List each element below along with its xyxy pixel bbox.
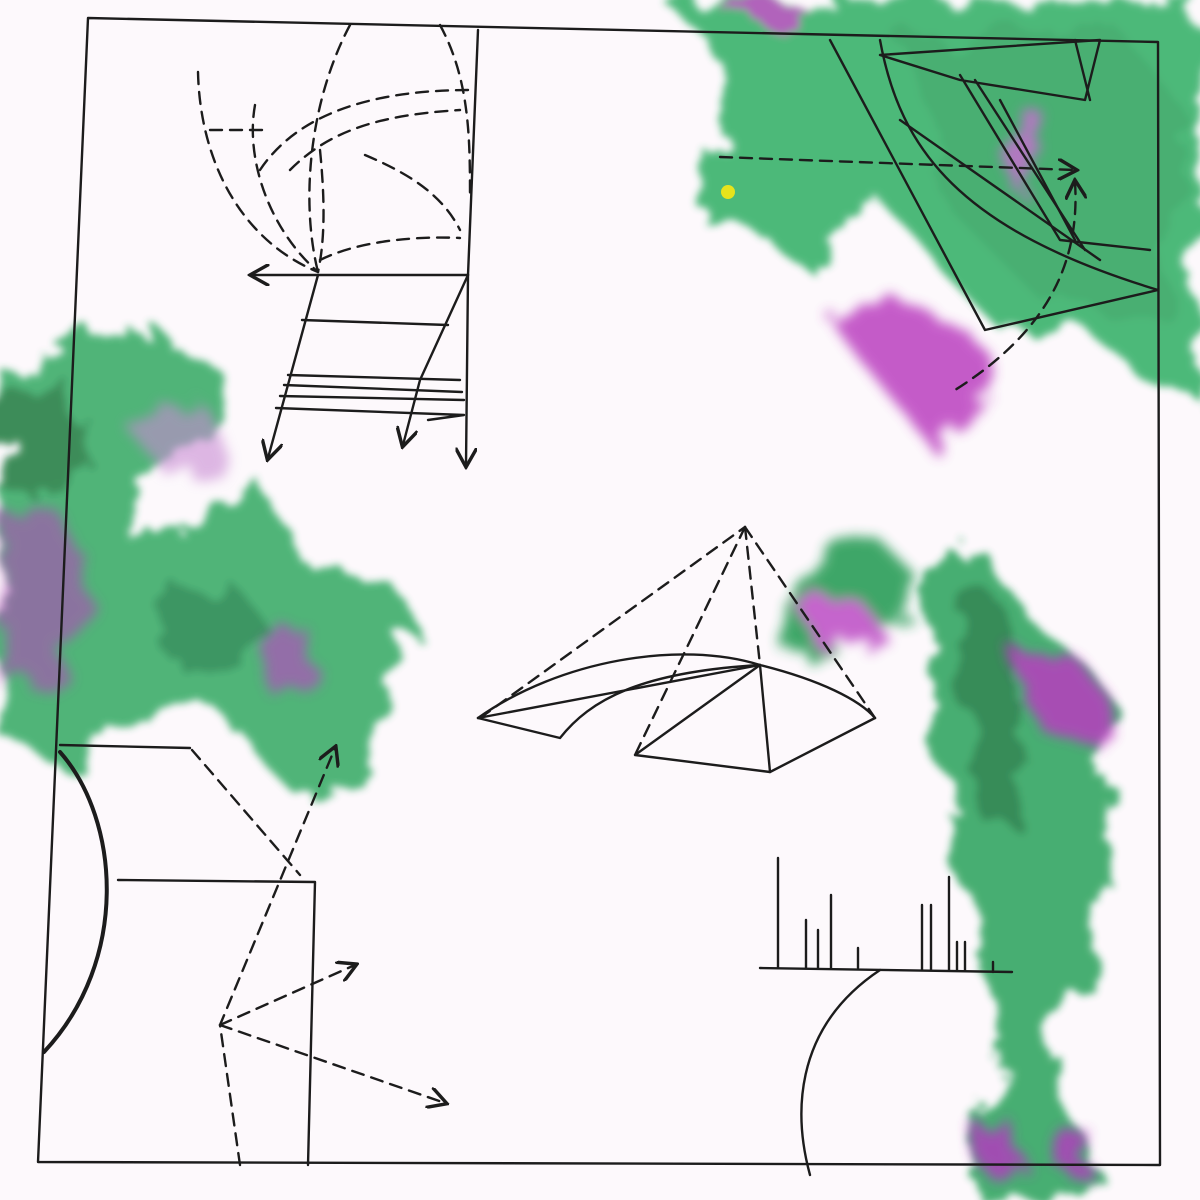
top-right-figure — [718, 38, 1160, 392]
frame — [36, 16, 1162, 1167]
center-figure — [476, 525, 877, 774]
magenta-wash-left — [0, 400, 320, 695]
green-wash-center — [780, 540, 910, 660]
magenta-wash-top-right — [830, 100, 1040, 460]
magenta-wash-right — [970, 650, 1120, 1175]
yellow-dot — [721, 185, 735, 199]
bottom-left-figure — [42, 745, 445, 1167]
line-drawing — [36, 16, 1162, 1177]
bottom-right-figure — [758, 856, 1014, 1177]
top-left-figure — [196, 23, 480, 465]
